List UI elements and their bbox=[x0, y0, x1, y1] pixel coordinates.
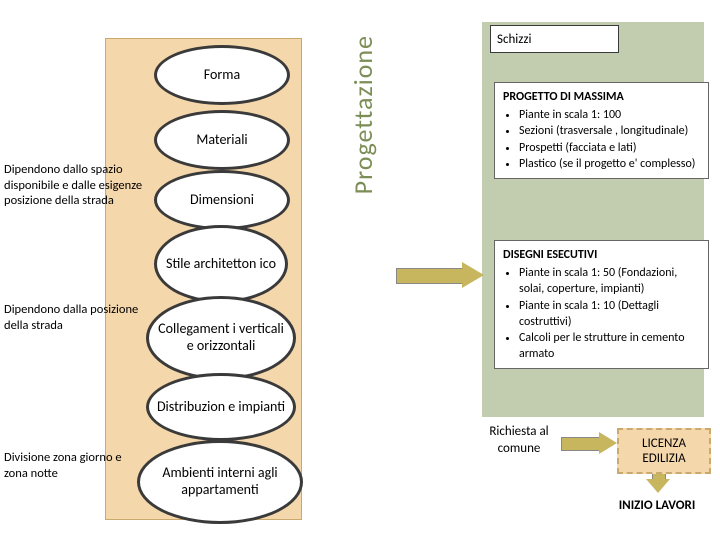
schizzi-label: Schizzi bbox=[497, 32, 532, 47]
schizzi-box: Schizzi bbox=[490, 25, 619, 53]
list-item: Piante in scala 1: 100 bbox=[519, 107, 700, 123]
box-progetto-massima: PROGETTO DI MASSIMA Piante in scala 1: 1… bbox=[494, 82, 709, 179]
box-disegni-esecutivi: DISEGNI ESECUTIVI Piante in scala 1: 50 … bbox=[494, 240, 709, 369]
inizio-label: INIZIO LAVORI bbox=[598, 498, 716, 515]
box-a-list: Piante in scala 1: 100Sezioni (trasversa… bbox=[503, 107, 700, 172]
list-item: Plastico (se il progetto e' complesso) bbox=[519, 156, 700, 172]
list-item: Calcoli per le strutture in cemento arma… bbox=[519, 330, 700, 362]
arrow-to-licenza bbox=[561, 432, 617, 454]
list-item: Sezioni (trasversale , longitudinale) bbox=[519, 123, 700, 139]
side-note-1: Dipendono dalla posizione della strada bbox=[4, 302, 144, 333]
bubble-2: Dimensioni bbox=[154, 170, 290, 230]
box-a-title: PROGETTO DI MASSIMA bbox=[503, 89, 700, 105]
list-item: Prospetti (facciata e lati) bbox=[519, 140, 700, 156]
side-note-2: Divisione zona giorno e zona notte bbox=[4, 450, 134, 481]
licenza-text: LICENZA EDILIZIA bbox=[623, 436, 705, 466]
box-b-list: Piante in scala 1: 50 (Fondazioni, solai… bbox=[503, 265, 700, 362]
inizio-text: INIZIO LAVORI bbox=[619, 498, 696, 513]
licenza-box: LICENZA EDILIZIA bbox=[617, 428, 711, 474]
richiesta-label: Richiesta al comune bbox=[476, 424, 562, 458]
arrow-left-right bbox=[396, 262, 486, 288]
bubble-0: Forma bbox=[154, 45, 290, 105]
list-item: Piante in scala 1: 10 (Dettagli costrutt… bbox=[519, 298, 700, 330]
richiesta-text: Richiesta al comune bbox=[489, 424, 548, 456]
bubble-5: Distribuzion e impianti bbox=[146, 373, 296, 441]
list-item: Piante in scala 1: 50 (Fondazioni, solai… bbox=[519, 265, 700, 297]
box-b-title: DISEGNI ESECUTIVI bbox=[503, 247, 700, 263]
side-note-0: Dipendono dallo spazio disponibile e dal… bbox=[4, 162, 146, 209]
bubble-1: Materiali bbox=[154, 110, 290, 170]
bubble-4: Collegament i verticali e orizzontali bbox=[146, 296, 296, 380]
bubble-6: Ambienti interni agli appartamenti bbox=[137, 440, 303, 524]
bubble-3: Stile architetton ico bbox=[154, 225, 288, 303]
vertical-title: Progettazione bbox=[347, 35, 379, 194]
